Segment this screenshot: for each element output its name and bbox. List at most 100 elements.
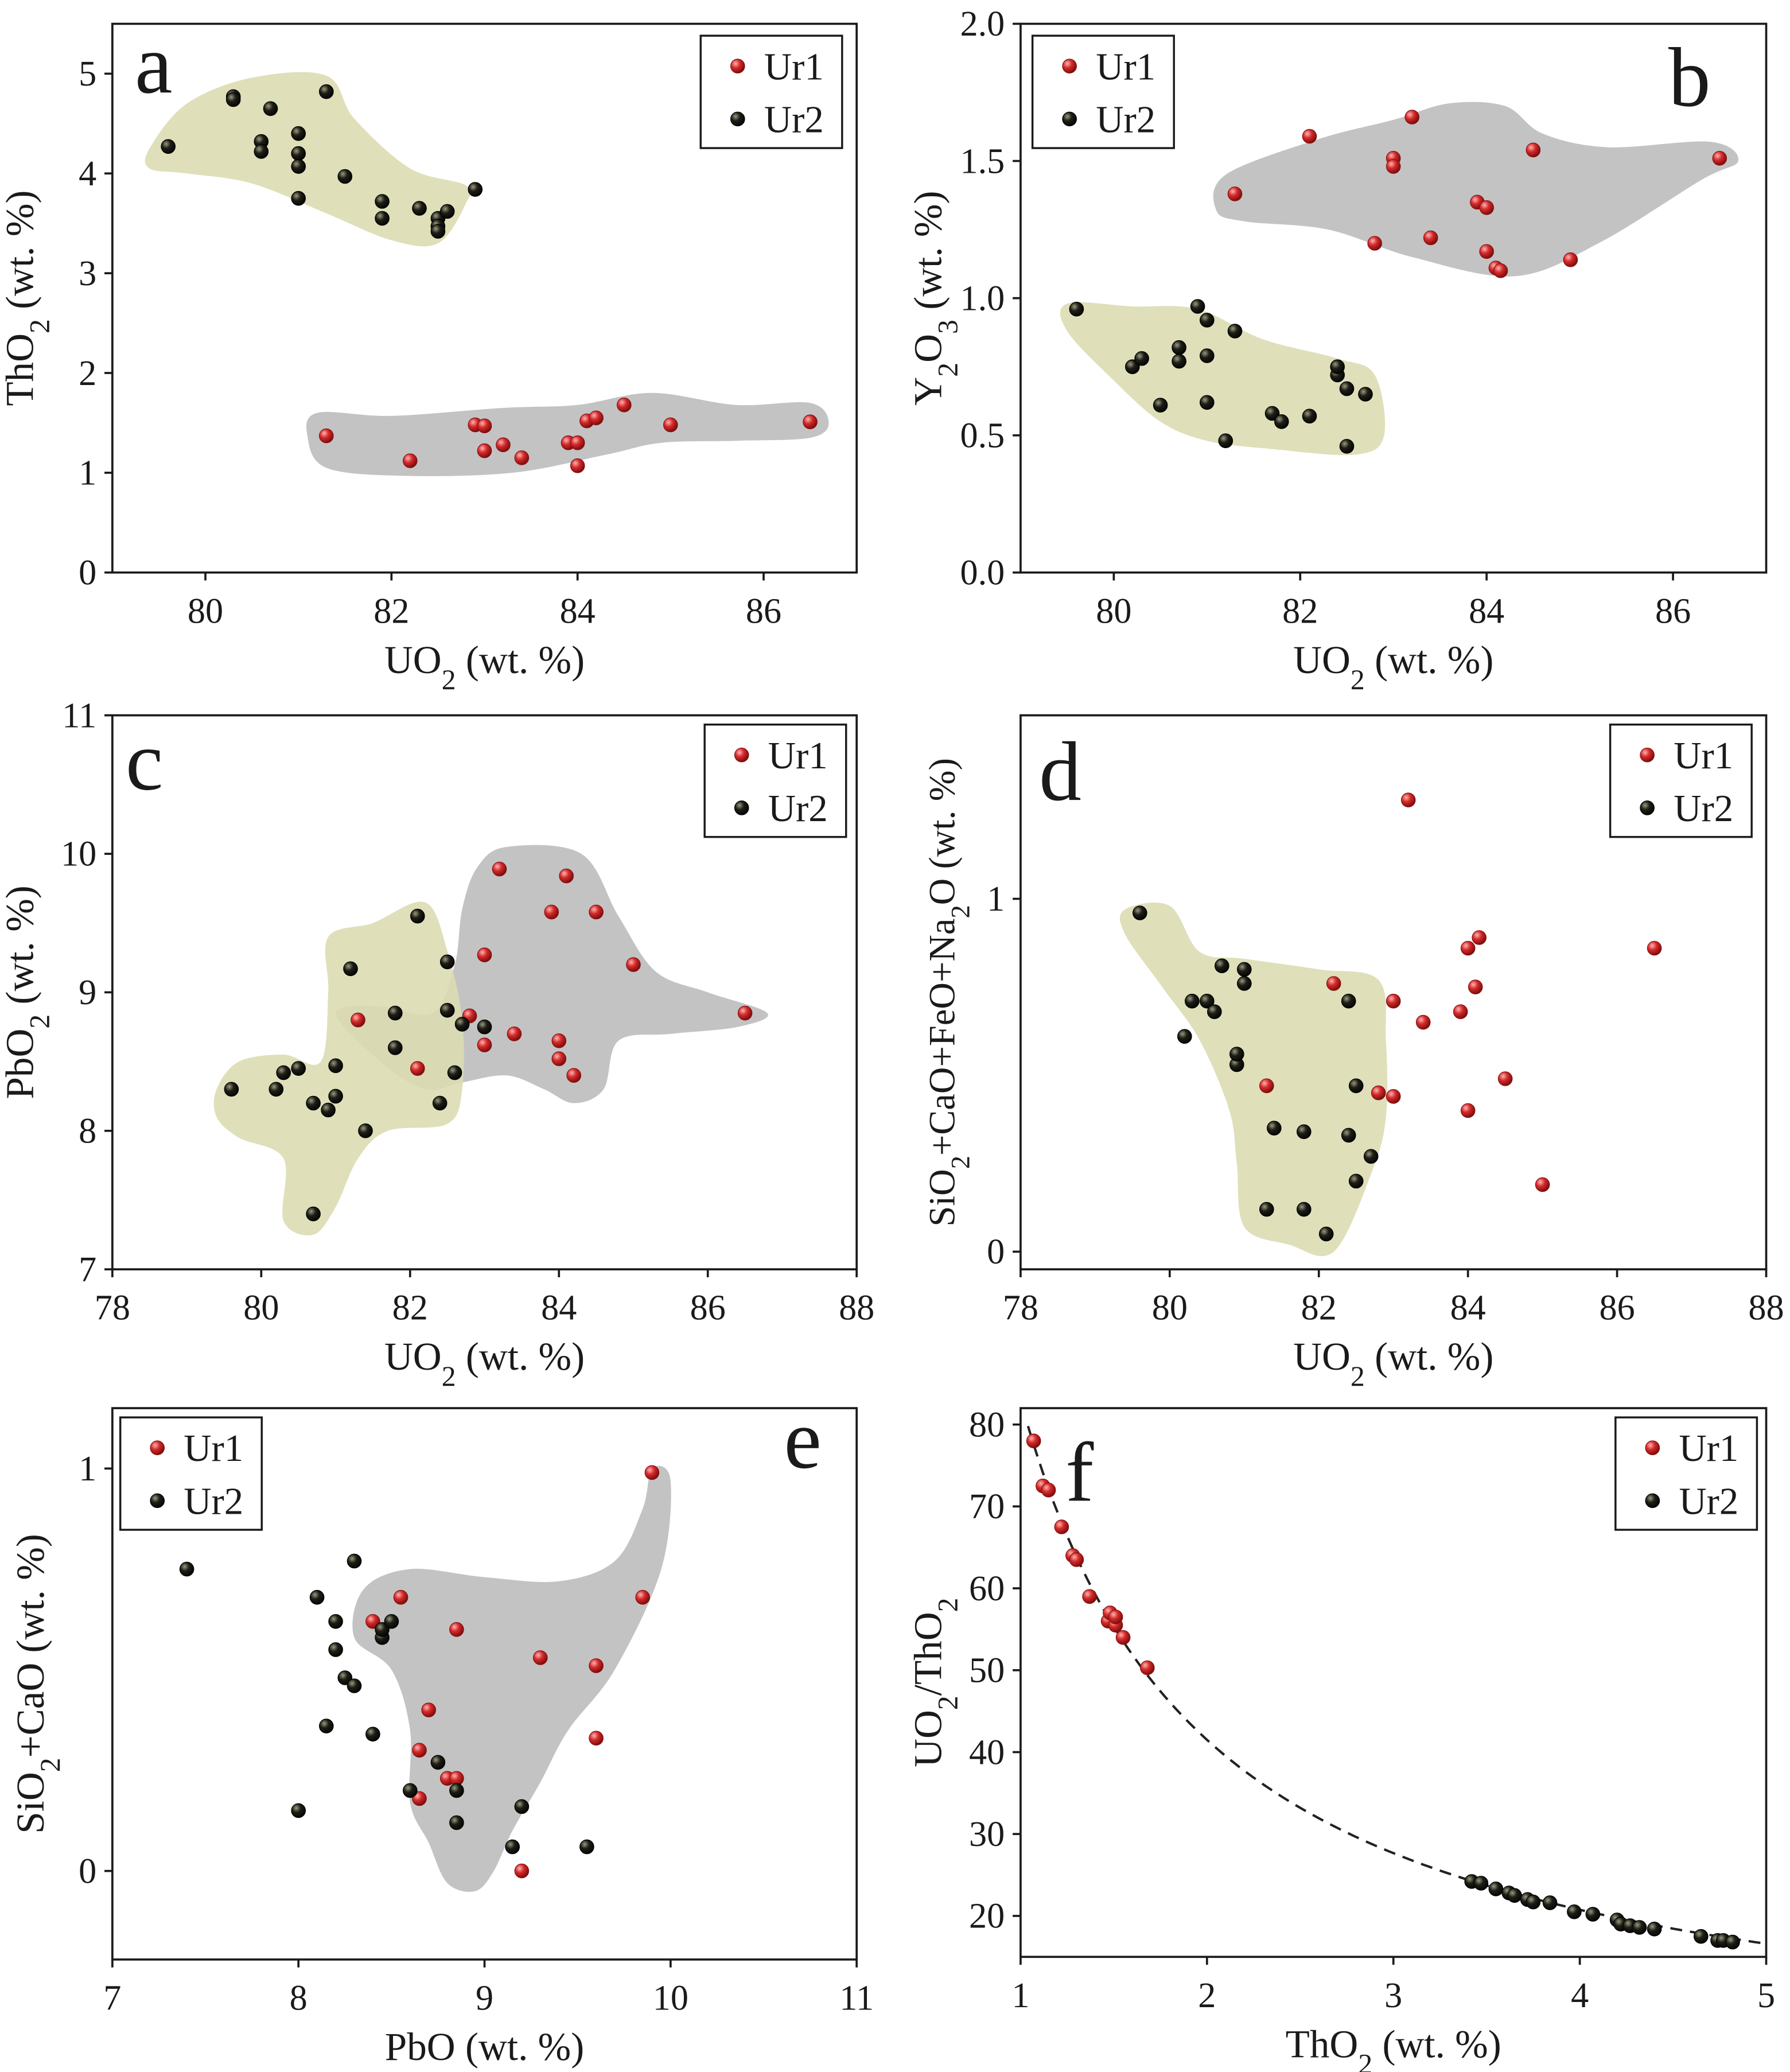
data-point-ur1 xyxy=(635,1589,650,1605)
legend-label-ur2: Ur2 xyxy=(768,787,828,830)
data-point-ur2 xyxy=(319,1719,334,1733)
data-point-ur2 xyxy=(1229,1047,1244,1062)
data-point-ur2 xyxy=(388,1040,403,1055)
data-point-ur2 xyxy=(1069,301,1084,317)
x-tick-label: 80 xyxy=(243,1289,279,1328)
data-point-ur1 xyxy=(477,418,492,433)
data-point-ur2 xyxy=(291,191,306,206)
data-point-ur2 xyxy=(328,1642,343,1657)
data-point-ur2 xyxy=(225,92,241,107)
data-point-ur1 xyxy=(477,443,492,458)
data-point-ur1 xyxy=(421,1702,436,1717)
data-point-ur2 xyxy=(306,1095,321,1111)
x-tick-label: 78 xyxy=(1003,1289,1038,1328)
data-point-ur1 xyxy=(1497,1071,1513,1086)
data-point-ur2 xyxy=(1274,414,1289,429)
data-point-ur2 xyxy=(1348,1173,1364,1189)
data-point-ur1 xyxy=(626,957,641,972)
data-point-ur1 xyxy=(1479,200,1494,215)
data-point-ur2 xyxy=(347,1553,362,1569)
data-point-ur1 xyxy=(617,397,632,413)
data-point-ur2 xyxy=(447,1065,462,1080)
y-tick-label: 40 xyxy=(969,1733,1005,1772)
data-point-ur1 xyxy=(566,1068,581,1083)
legend-label-ur1: Ur1 xyxy=(1674,734,1733,777)
data-point-ur1 xyxy=(514,450,530,465)
data-point-ur2 xyxy=(1567,1904,1582,1919)
x-tick-label: 86 xyxy=(690,1289,726,1328)
data-point-ur2 xyxy=(161,139,176,154)
data-point-ur2 xyxy=(321,1102,336,1118)
legend-marker-ur2 xyxy=(734,800,749,815)
data-point-ur1 xyxy=(351,1012,365,1028)
y-tick-label: 20 xyxy=(969,1897,1005,1936)
panel-letter: d xyxy=(1039,725,1081,818)
data-point-ur2 xyxy=(477,1019,492,1035)
legend-label-ur1: Ur1 xyxy=(184,1427,243,1470)
data-point-ur2 xyxy=(1542,1895,1558,1910)
data-point-ur1 xyxy=(365,1614,380,1629)
data-point-ur2 xyxy=(337,1670,353,1685)
panel-c-plot-area xyxy=(213,845,768,1235)
data-point-ur1 xyxy=(1453,1004,1468,1019)
x-axis-label: UO2 (wt. %) xyxy=(384,1334,585,1392)
data-point-ur2 xyxy=(1227,324,1243,339)
data-point-ur1 xyxy=(1082,1589,1097,1604)
data-point-ur1 xyxy=(544,904,559,920)
x-axis-label: UO2 (wt. %) xyxy=(384,637,585,695)
data-point-ur1 xyxy=(514,1863,530,1879)
x-tick-label: 9 xyxy=(476,1979,493,2018)
legend-marker-ur1 xyxy=(730,59,745,74)
data-point-ur1 xyxy=(1472,930,1487,945)
legend-marker-ur1 xyxy=(1645,1440,1660,1455)
data-point-ur1 xyxy=(412,1743,427,1758)
data-point-ur2 xyxy=(1339,439,1355,454)
y-tick-label: 0 xyxy=(987,1233,1005,1272)
data-point-ur1 xyxy=(1371,1085,1386,1101)
data-point-ur1 xyxy=(412,1791,427,1806)
data-point-ur1 xyxy=(449,1622,464,1637)
data-point-ur2 xyxy=(375,194,390,209)
legend-label-ur1: Ur1 xyxy=(768,734,828,777)
x-tick-label: 84 xyxy=(1469,592,1504,631)
data-point-ur1 xyxy=(1326,976,1341,991)
data-point-ur2 xyxy=(430,224,446,239)
data-point-ur2 xyxy=(1200,313,1215,328)
data-point-ur2 xyxy=(1341,1128,1356,1143)
legend-label-ur2: Ur2 xyxy=(1096,98,1155,141)
data-point-ur1 xyxy=(589,410,604,426)
y-tick-label: 80 xyxy=(969,1405,1005,1444)
x-axis-label: UO2 (wt. %) xyxy=(1293,637,1493,695)
data-point-ur1 xyxy=(644,1465,660,1480)
data-point-ur1 xyxy=(496,437,511,452)
data-point-ur2 xyxy=(514,1799,530,1814)
x-tick-label: 5 xyxy=(1757,1976,1775,2015)
y-tick-label: 0 xyxy=(79,553,96,592)
data-point-ur1 xyxy=(492,861,507,877)
data-point-ur1 xyxy=(1400,792,1416,807)
panel-d-chart: 78 80 82 84 86 88 0 1 UO2 (wt. %) SiO2+CaO+FeO+Na… xyxy=(922,714,1784,1392)
data-point-ur2 xyxy=(449,1815,464,1830)
x-tick-label: 11 xyxy=(839,1979,874,2018)
data-point-ur1 xyxy=(589,1658,604,1673)
panel-a-axes: 80 82 84 86 0 1 2 3 4 5 xyxy=(79,22,858,631)
x-tick-label: 84 xyxy=(1450,1289,1486,1328)
x-axis-label: UO2 (wt. %) xyxy=(1293,1334,1493,1392)
x-tick-label: 7 xyxy=(103,1979,121,2018)
data-point-ur2 xyxy=(1172,353,1186,369)
data-point-ur2 xyxy=(1647,1922,1662,1937)
panel-letter: e xyxy=(784,1393,821,1486)
x-tick-label: 84 xyxy=(541,1289,577,1328)
data-point-ur1 xyxy=(1386,993,1401,1009)
data-point-ur1 xyxy=(1479,244,1494,259)
legend-marker-ur1 xyxy=(1062,59,1077,74)
data-point-ur2 xyxy=(276,1065,291,1080)
data-point-ur2 xyxy=(1200,348,1215,363)
data-point-ur2 xyxy=(291,159,306,174)
data-point-ur2 xyxy=(254,144,269,159)
data-point-ur1 xyxy=(1026,1433,1041,1448)
legend-label-ur1: Ur1 xyxy=(764,45,824,88)
